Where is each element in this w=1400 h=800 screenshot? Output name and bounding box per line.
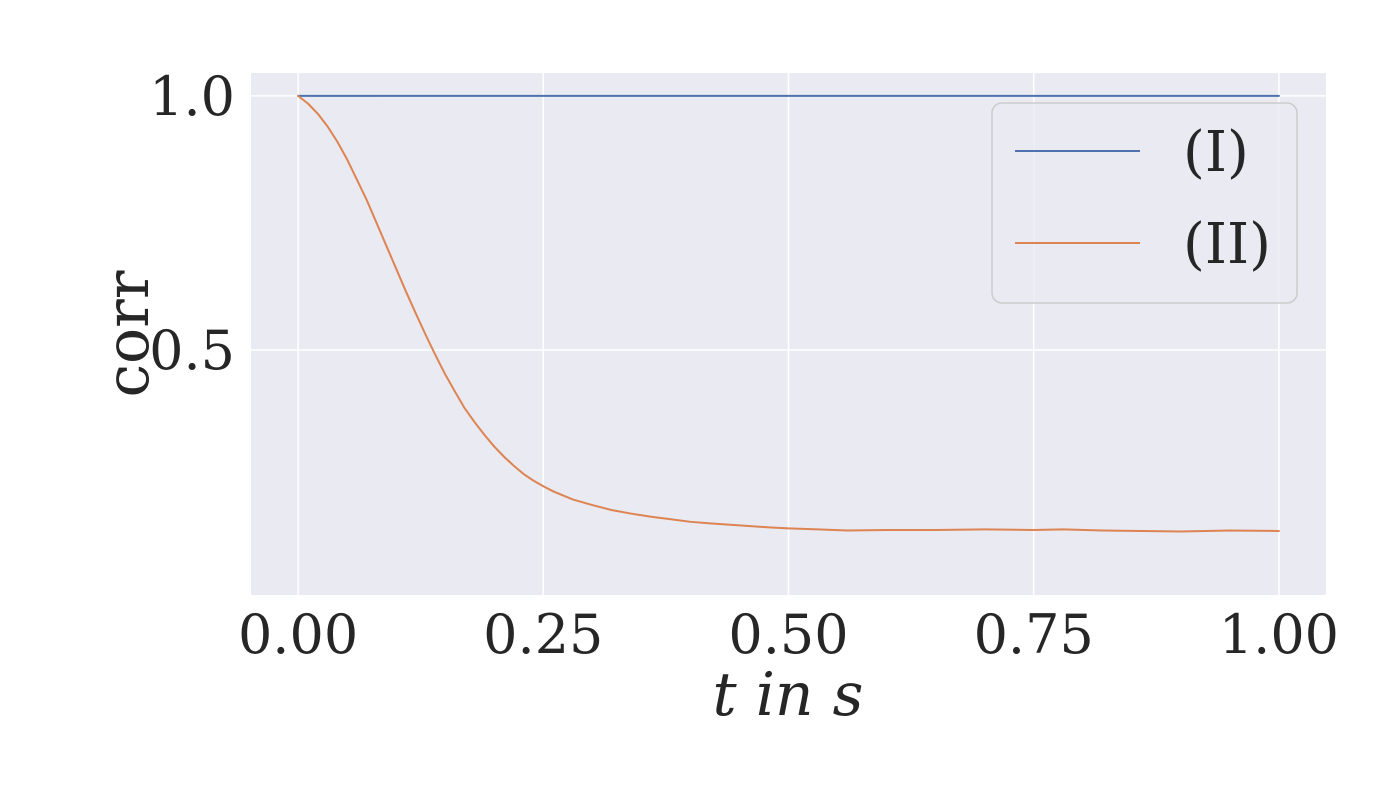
x-tick-label: 0.25 [483, 603, 603, 666]
y-tick-label: 1.0 [149, 65, 235, 128]
y-tick-label: 0.5 [149, 319, 235, 382]
x-tick-label: 0.50 [728, 603, 848, 666]
x-axis-label: t in s [713, 660, 864, 730]
legend: (I) (II) [991, 102, 1298, 304]
x-tick-label: 0.75 [974, 603, 1094, 666]
y-tick-labels: 0.5 1.0 [149, 65, 235, 382]
y-axis-label: corr [93, 270, 163, 397]
x-tick-label: 0.00 [238, 603, 358, 666]
legend-label-1: (I) [1183, 120, 1249, 185]
legend-box [991, 102, 1298, 304]
series-layer [297, 94, 1280, 533]
x-tick-label: 1.00 [1219, 603, 1339, 666]
x-tick-labels: 0.00 0.25 0.50 0.75 1.00 [238, 603, 1339, 666]
series-line-2 [297, 94, 1280, 533]
legend-label-2: (II) [1183, 212, 1271, 277]
